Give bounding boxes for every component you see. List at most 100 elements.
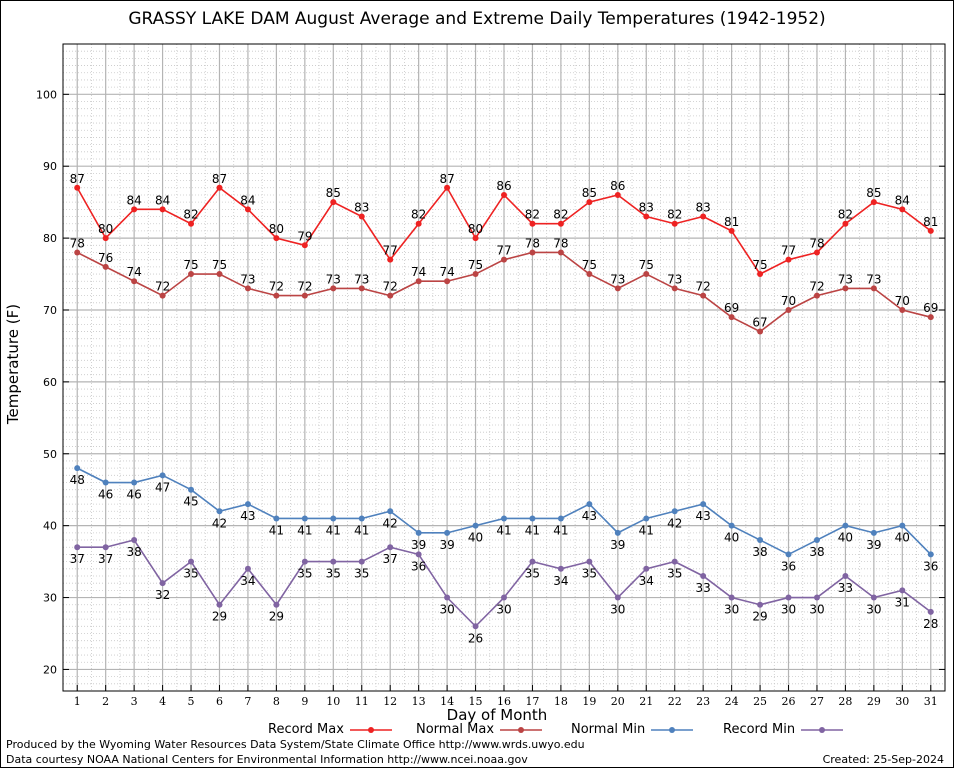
data-point-normal-max: [870, 285, 877, 292]
data-label-record-min: 32: [155, 588, 170, 602]
data-point-record-min: [870, 594, 877, 601]
data-point-normal-max: [387, 292, 394, 299]
x-tick-label: 6: [216, 695, 223, 708]
data-point-normal-min: [842, 522, 849, 529]
data-label-normal-min: 43: [696, 509, 711, 523]
data-point-record-min: [358, 558, 365, 565]
data-label-normal-max: 72: [269, 280, 284, 294]
data-point-record-min: [330, 558, 337, 565]
data-label-record-max: 87: [439, 172, 454, 186]
data-point-normal-max: [501, 256, 507, 263]
data-label-record-min: 34: [553, 574, 568, 588]
data-point-normal-max: [643, 271, 650, 278]
data-point-normal-max: [529, 249, 536, 256]
data-label-record-max: 78: [809, 236, 824, 250]
data-point-record-max: [557, 220, 564, 227]
data-label-normal-min: 41: [269, 523, 284, 537]
data-label-record-min: 30: [496, 603, 511, 617]
data-label-record-min: 29: [269, 610, 284, 624]
y-tick-label: 100: [36, 88, 57, 101]
data-label-normal-max: 73: [326, 272, 341, 286]
data-label-normal-min: 39: [439, 538, 454, 552]
data-label-normal-max: 74: [439, 265, 454, 279]
data-label-record-min: 36: [411, 559, 426, 573]
data-point-record-min: [927, 608, 934, 615]
data-label-normal-min: 39: [866, 538, 881, 552]
data-label-record-min: 37: [70, 552, 85, 566]
data-label-record-max: 81: [724, 215, 739, 229]
data-label-normal-min: 48: [70, 473, 85, 487]
data-point-normal-min: [927, 551, 934, 558]
data-label-record-min: 30: [809, 603, 824, 617]
data-label-normal-max: 73: [866, 272, 881, 286]
data-label-record-max: 77: [383, 244, 398, 258]
legend-swatch-normal-max: [500, 726, 543, 733]
data-label-normal-min: 40: [724, 531, 739, 545]
y-tick-label: 60: [43, 376, 57, 389]
x-tick-label: 20: [611, 695, 625, 708]
x-tick-label: 17: [525, 695, 539, 708]
legend-item-normal-max: Normal Max: [416, 722, 543, 737]
data-label-record-min: 31: [895, 595, 910, 609]
legend-label-record-max: Record Max: [268, 722, 344, 737]
data-point-record-max: [813, 249, 820, 256]
data-label-normal-min: 46: [98, 488, 113, 502]
data-point-normal-max: [415, 278, 422, 285]
data-label-normal-max: 74: [126, 265, 141, 279]
data-label-normal-max: 75: [212, 258, 227, 272]
data-point-record-max: [74, 184, 81, 191]
data-point-normal-max: [244, 285, 251, 292]
data-label-normal-min: 38: [752, 545, 767, 559]
data-label-record-min: 37: [383, 552, 398, 566]
data-label-normal-min: 45: [183, 495, 198, 509]
data-label-normal-max: 78: [553, 236, 568, 250]
data-point-record-min: [899, 587, 906, 594]
data-label-record-max: 82: [838, 208, 853, 222]
data-point-normal-min: [102, 479, 109, 486]
x-tick-label: 3: [131, 695, 138, 708]
data-label-record-max: 82: [525, 208, 540, 222]
data-label-normal-min: 43: [582, 509, 597, 523]
data-label-normal-max: 75: [183, 258, 198, 272]
x-tick-label: 21: [639, 695, 653, 708]
data-point-normal-min: [387, 508, 394, 515]
data-label-record-min: 35: [582, 567, 597, 581]
data-point-normal-min: [899, 522, 906, 529]
data-point-record-min: [74, 544, 81, 551]
data-point-normal-min: [301, 515, 308, 522]
data-point-normal-max: [273, 292, 280, 299]
data-point-record-min: [472, 623, 479, 630]
data-point-normal-min: [557, 515, 564, 522]
y-tick-label: 70: [43, 304, 57, 317]
data-point-record-max: [387, 256, 394, 263]
data-point-record-max: [273, 235, 280, 242]
x-tick-label: 5: [188, 695, 195, 708]
data-label-normal-min: 39: [610, 538, 625, 552]
data-label-normal-min: 41: [553, 523, 568, 537]
data-point-record-min: [301, 558, 308, 565]
data-point-normal-min: [671, 508, 678, 515]
data-point-record-min: [557, 565, 564, 572]
data-label-normal-max: 72: [297, 280, 312, 294]
data-point-record-min: [387, 544, 394, 551]
x-tick-label: 29: [867, 695, 881, 708]
data-label-normal-min: 47: [155, 480, 170, 494]
data-point-normal-min: [501, 515, 507, 522]
data-label-normal-min: 38: [809, 545, 824, 559]
y-tick-label: 20: [43, 663, 57, 676]
data-label-record-max: 86: [610, 179, 625, 193]
data-point-record-max: [472, 235, 479, 242]
legend-swatch-normal-min: [651, 726, 694, 733]
data-label-record-max: 82: [183, 208, 198, 222]
data-label-record-min: 29: [752, 610, 767, 624]
x-tick-label: 10: [326, 695, 340, 708]
data-point-normal-min: [273, 515, 280, 522]
data-point-record-min: [728, 594, 735, 601]
data-label-normal-max: 70: [781, 294, 796, 308]
data-point-record-max: [899, 206, 906, 213]
data-label-normal-max: 72: [383, 280, 398, 294]
data-label-normal-max: 72: [809, 280, 824, 294]
data-point-normal-max: [358, 285, 365, 292]
data-label-normal-min: 42: [667, 516, 682, 530]
data-point-record-min: [700, 572, 707, 579]
